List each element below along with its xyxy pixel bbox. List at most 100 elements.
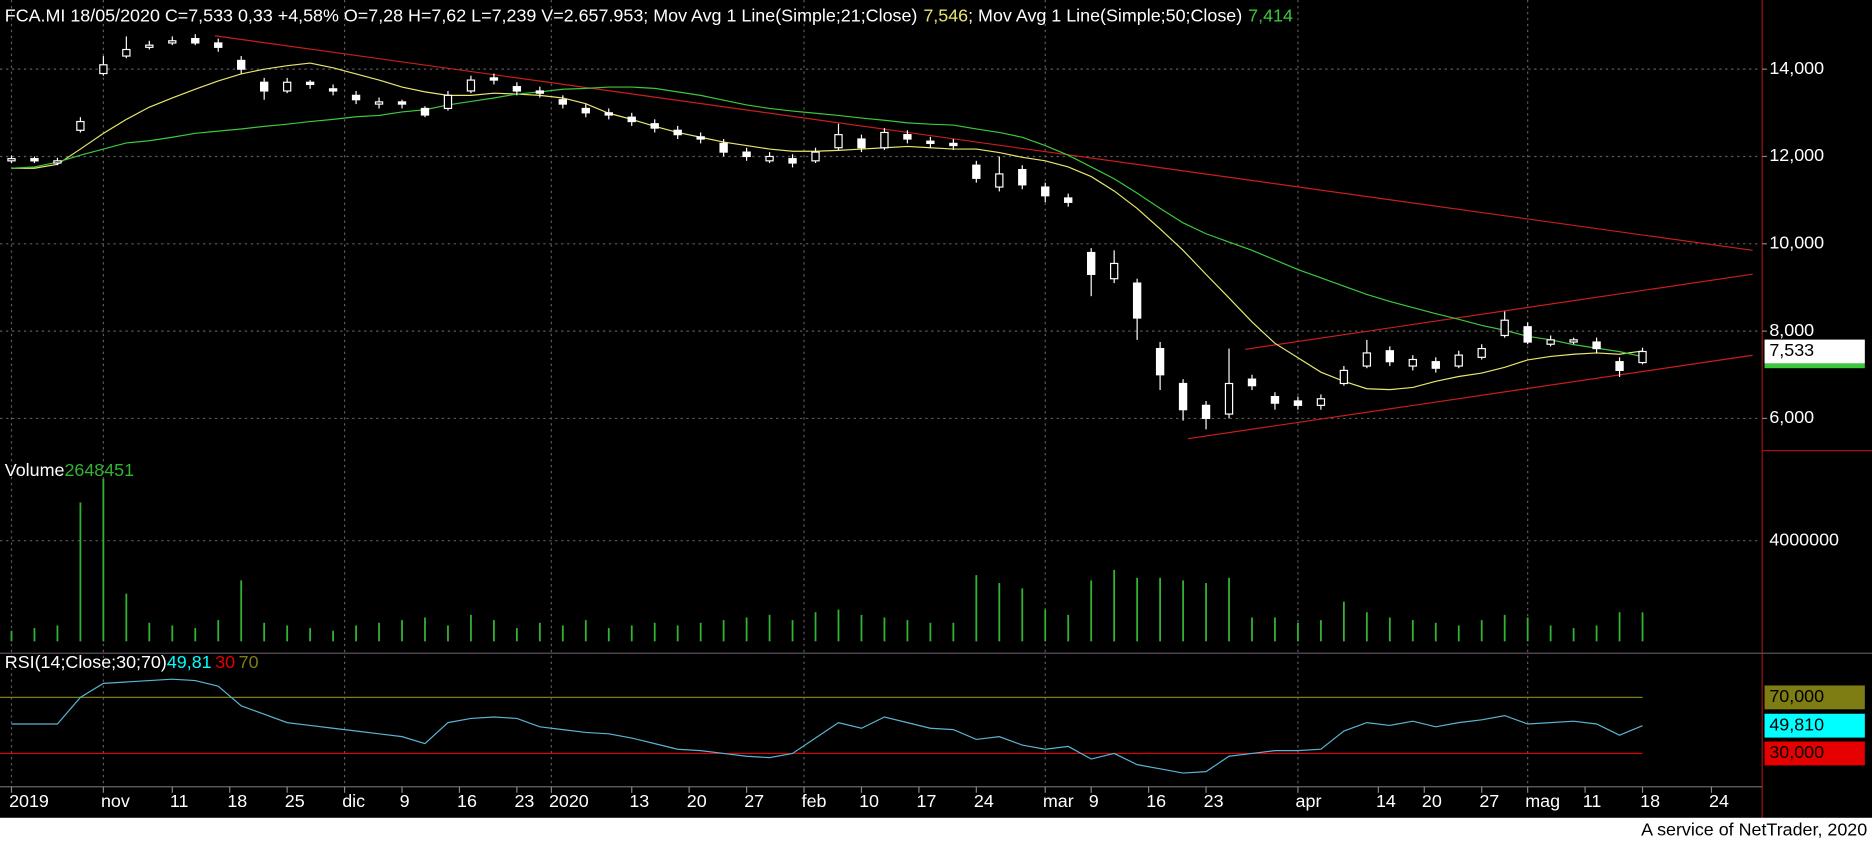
candle-body [811,151,820,162]
legend-value: 7,546 [923,5,968,25]
candle-body [857,138,866,149]
candle-body [972,164,981,179]
candle-body [1247,378,1257,387]
level-label: 30 [215,652,235,672]
candle-body [168,40,177,44]
chart-title: FCA.MI 18/05/2020 C=7,533 0,33 +4,58% O=… [5,5,644,25]
candle-body [1385,350,1395,363]
x-tick-label: feb [802,791,827,811]
candle-body [282,81,292,92]
x-tick-label: 27 [1479,791,1499,811]
candle-body [191,37,200,44]
x-tick-label: 24 [1709,791,1729,811]
x-tick-label: dic [342,791,365,811]
candle-body [719,142,728,153]
x-tick-label: 20 [687,791,707,811]
x-tick-label: 9 [1089,791,1099,811]
candle-body [1569,339,1578,343]
trend-line [1187,354,1753,440]
candle-body [1224,382,1234,415]
pane-value: 49,81 [167,652,212,672]
candle-body [30,158,39,162]
x-tick-label: 14 [1376,791,1396,811]
candle-body [604,112,613,116]
moving-average-line [11,62,1643,391]
y-tick-box [1764,741,1865,766]
level-label: 70 [239,652,259,672]
candle-body [76,120,85,131]
candle-body [1362,352,1372,367]
y-tick-label: 4000000 [1769,529,1839,549]
candle-body [926,140,935,144]
candle-body [535,90,545,94]
rsi-line [11,678,1643,774]
volume-title: Volume2648451 [5,460,134,480]
candle-body [443,94,453,110]
last-price-box [1764,339,1865,364]
candle-body [1316,398,1326,406]
trend-line [214,35,1753,251]
candle-body [1201,404,1211,420]
y-tick-label: 30,000 [1769,742,1824,762]
candle-body [1500,319,1509,337]
candle-body [696,136,705,140]
candle-body [122,48,131,57]
footer-band [0,817,1872,844]
y-tick-label: 10,000 [1769,233,1824,253]
x-tick-label: 2020 [549,791,589,811]
candle-body [466,79,476,92]
y-tick-label: 12,000 [1769,145,1824,165]
candle-body [1018,168,1027,186]
y-tick-label: 70,000 [1769,686,1824,706]
candle-body [650,123,659,129]
candle-body [673,129,682,136]
x-tick-label: 23 [1204,791,1224,811]
candle-body [237,59,246,70]
candle-body [742,151,751,158]
candle-body [1155,347,1165,376]
candle-body [1454,354,1463,367]
candle-body [328,88,338,92]
candle-body [1087,251,1096,275]
x-tick-label: 11 [1583,791,1602,811]
y-tick-box [1764,685,1865,710]
candle-body [765,155,774,162]
candle-body [1064,197,1073,203]
legend: FCA.MI 18/05/2020 C=7,533 0,33 +4,58% O=… [5,5,1293,25]
legend-name: ; Mov Avg 1 Line(Simple;21;Close) [643,5,917,25]
x-tick-label: 20 [1422,791,1442,811]
candle-body [374,101,384,105]
rsi-value-label: 49,810 [1769,714,1824,734]
y-tick-label: 6,000 [1769,407,1814,427]
last-price-label: 7,533 [1769,340,1814,360]
candle-body [1523,326,1532,343]
legend-name: ; Mov Avg 1 Line(Simple;50;Close) [968,5,1242,25]
y-tick-label: 14,000 [1769,58,1824,78]
x-tick-label: 9 [400,791,410,811]
candle-body [1477,347,1486,358]
candle-body [214,42,223,48]
x-tick-label: mar [1043,791,1074,811]
candle-body [1431,361,1440,369]
moving-average-line [11,86,1643,358]
candle-body [1293,400,1303,406]
x-tick-label: nov [101,791,130,811]
candle-body [7,158,16,162]
candle-body [581,107,590,114]
x-tick-label: apr [1296,791,1322,811]
candle-body [1339,369,1349,385]
candle-body [99,64,108,75]
candle-body [834,134,843,149]
x-tick-label: 27 [744,791,764,811]
x-tick-label: 16 [1146,791,1166,811]
candle-body [1615,361,1624,372]
candle-body [880,131,889,149]
x-tick-label: 23 [514,791,534,811]
candle-body [1546,339,1555,345]
x-tick-label: 2019 [9,791,49,811]
candle-body [1270,396,1280,404]
x-tick-label: 25 [285,791,305,811]
